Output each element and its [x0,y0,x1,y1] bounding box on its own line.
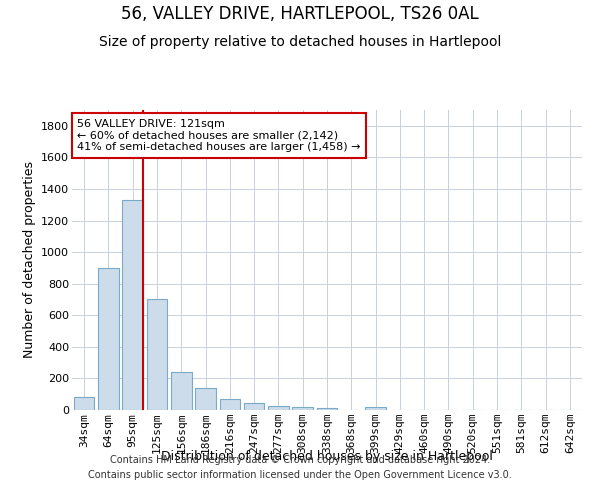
Bar [292,407,313,410]
Bar [365,407,386,410]
Bar [98,268,119,410]
Bar [317,408,337,410]
Bar [146,300,167,410]
Text: Distribution of detached houses by size in Hartlepool: Distribution of detached houses by size … [161,450,493,463]
Text: Contains HM Land Registry data © Crown copyright and database right 2024.
Contai: Contains HM Land Registry data © Crown c… [88,455,512,480]
Bar [244,403,265,410]
Bar [268,406,289,410]
Text: 56, VALLEY DRIVE, HARTLEPOOL, TS26 0AL: 56, VALLEY DRIVE, HARTLEPOOL, TS26 0AL [121,5,479,23]
Bar [74,398,94,410]
Bar [195,388,216,410]
Text: Size of property relative to detached houses in Hartlepool: Size of property relative to detached ho… [99,35,501,49]
Text: 56 VALLEY DRIVE: 121sqm
← 60% of detached houses are smaller (2,142)
41% of semi: 56 VALLEY DRIVE: 121sqm ← 60% of detache… [77,119,361,152]
Y-axis label: Number of detached properties: Number of detached properties [23,162,35,358]
Bar [122,200,143,410]
Bar [171,372,191,410]
Bar [220,399,240,410]
